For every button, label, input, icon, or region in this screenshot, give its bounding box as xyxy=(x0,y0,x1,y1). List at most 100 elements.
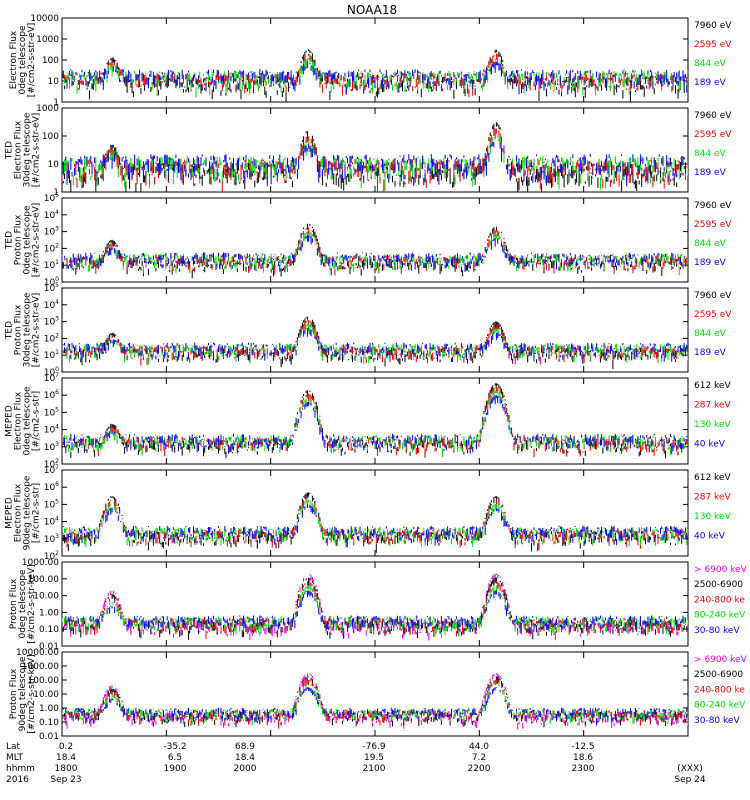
legend-entry: 612 keV xyxy=(694,381,731,391)
y-axis-label-line: Electron Flux xyxy=(14,391,24,450)
footer-value: 7.2 xyxy=(472,753,486,763)
y-tick-label: 10000.00 xyxy=(16,648,59,658)
panel-8: 0.010.101.0010.00100.001000.0010000.00Pr… xyxy=(9,648,748,742)
legend-entry: 844 eV xyxy=(694,239,727,249)
footer-value: 18.6 xyxy=(573,753,593,763)
footer-value: 19.5 xyxy=(364,753,384,763)
y-tick-label: 104 xyxy=(44,299,59,311)
footer-value: 1900 xyxy=(164,764,187,774)
legend-entry: 189 eV xyxy=(694,258,727,268)
plot-frame xyxy=(61,17,689,103)
y-axis-label-line: [#/cm2-s-str-keV] xyxy=(27,654,37,733)
footer-value: Sep 23 xyxy=(50,775,81,785)
y-tick-label: 0.10 xyxy=(39,718,59,728)
series-magenta xyxy=(64,573,686,641)
y-axis-label: TEDProton Flux0deg telescope[#/cm2-s-str… xyxy=(5,203,42,278)
y-tick-exponent: 6 xyxy=(55,481,59,488)
legend-entry: 2595 eV xyxy=(694,220,732,230)
y-axis-label-line: Electron Flux xyxy=(9,30,19,89)
y-axis-label: MEPEDElectron Flux0deg telescope[#/cm2-s… xyxy=(5,386,42,456)
y-tick-exponent: 4 xyxy=(55,209,59,216)
legend-entry: 7960 eV xyxy=(694,291,732,301)
y-tick-exponent: 7 xyxy=(55,372,59,379)
series-blue xyxy=(62,590,686,638)
series-blue xyxy=(62,327,688,364)
legend-entry: 130 keV xyxy=(694,512,731,522)
y-tick-exponent: 7 xyxy=(55,464,59,471)
y-tick-label: 1000.00 xyxy=(22,558,59,568)
legend-entry: 844 eV xyxy=(694,329,727,339)
y-axis-label: Proton Flux0deg telescope[#/cm2-s-str-ke… xyxy=(9,564,37,643)
legend-entry: 30-80 keV xyxy=(694,716,740,726)
y-tick-label: 102 xyxy=(44,242,59,254)
y-tick-exponent: 3 xyxy=(55,226,59,233)
y-tick-label: 105 xyxy=(44,498,59,510)
legend-entry: 30-80 keV xyxy=(694,626,740,636)
footer-value: 2200 xyxy=(468,764,491,774)
series-black xyxy=(62,223,688,279)
y-tick-label: 100.00 xyxy=(28,575,60,585)
series-black xyxy=(62,676,688,728)
y-tick-exponent: 2 xyxy=(55,458,59,465)
y-axis-label-line: 30deg telescope xyxy=(23,292,33,367)
y-tick-exponent: 5 xyxy=(55,406,59,413)
legend-entry: 7960 eV xyxy=(694,111,732,121)
y-axis-label-line: TED xyxy=(5,141,15,160)
y-axis-label-line: [#/cm2-s-str] xyxy=(32,483,42,543)
footer-value: -12.5 xyxy=(571,742,594,752)
footer-value: 1800 xyxy=(55,764,78,774)
y-tick-label: 104 xyxy=(44,516,59,528)
footer-row-label: MLT xyxy=(6,753,24,763)
y-tick-label: 1 xyxy=(53,98,59,108)
y-tick-exponent: 1 xyxy=(55,259,59,266)
y-axis-label-line: 30deg telescope xyxy=(23,112,33,187)
y-tick-exponent: 5 xyxy=(55,282,59,289)
data-marks xyxy=(62,573,688,641)
data-marks xyxy=(62,673,688,730)
legend-entry: 189 eV xyxy=(694,78,727,88)
data-marks xyxy=(62,492,688,553)
legend-entry: 189 eV xyxy=(694,168,727,178)
y-axis-label: TEDElectron Flux30deg telescope[#/cm2-s-… xyxy=(5,112,42,187)
legend-entry: 2595 eV xyxy=(694,40,732,50)
series-black xyxy=(62,492,688,553)
y-tick-label: 1000 xyxy=(36,104,59,114)
series-red xyxy=(65,496,688,550)
y-tick-label: 103 xyxy=(44,226,59,238)
y-axis-label-line: Electron Flux xyxy=(14,120,24,179)
legend-entry: 240-800 ke xyxy=(694,595,745,605)
y-axis-label-line: [#/cm2-s-str-eV] xyxy=(32,293,42,368)
y-tick-exponent: 0 xyxy=(55,366,59,373)
y-tick-exponent: 4 xyxy=(55,424,59,431)
series-blue xyxy=(62,687,688,726)
y-tick-exponent: 5 xyxy=(55,192,59,199)
y-tick-exponent: 4 xyxy=(55,516,59,523)
y-tick-label: 10 xyxy=(48,77,60,87)
y-axis-label-line: Electron Flux xyxy=(14,483,24,542)
y-axis-label-line: 0deg telescope xyxy=(23,386,33,456)
legend-entry: 40 keV xyxy=(694,532,726,542)
footer-row-label: Lat xyxy=(6,742,21,752)
y-axis-label-line: Proton Flux xyxy=(14,214,24,265)
y-tick-label: 100 xyxy=(42,56,59,66)
series-green xyxy=(62,324,688,365)
y-tick-label: 1000 xyxy=(36,35,59,45)
legend-entry: 189 eV xyxy=(694,348,727,358)
legend-entry: 80-240 keV xyxy=(694,611,746,621)
footer-value: 6.5 xyxy=(168,753,182,763)
series-green xyxy=(62,585,688,637)
y-axis-label-line: 0deg telescope xyxy=(23,205,33,275)
footer-value: -35.2 xyxy=(163,742,186,752)
y-tick-label: 106 xyxy=(44,389,59,401)
y-axis-label-line: Proton Flux xyxy=(9,578,19,629)
y-axis-label-line: 0deg telescope xyxy=(18,569,28,639)
footer-value: 68.9 xyxy=(235,742,255,752)
legend-entry: 612 keV xyxy=(694,473,731,483)
y-axis-label-line: 90deg telescope xyxy=(18,656,28,731)
footer-value: Sep 24 xyxy=(674,775,706,785)
